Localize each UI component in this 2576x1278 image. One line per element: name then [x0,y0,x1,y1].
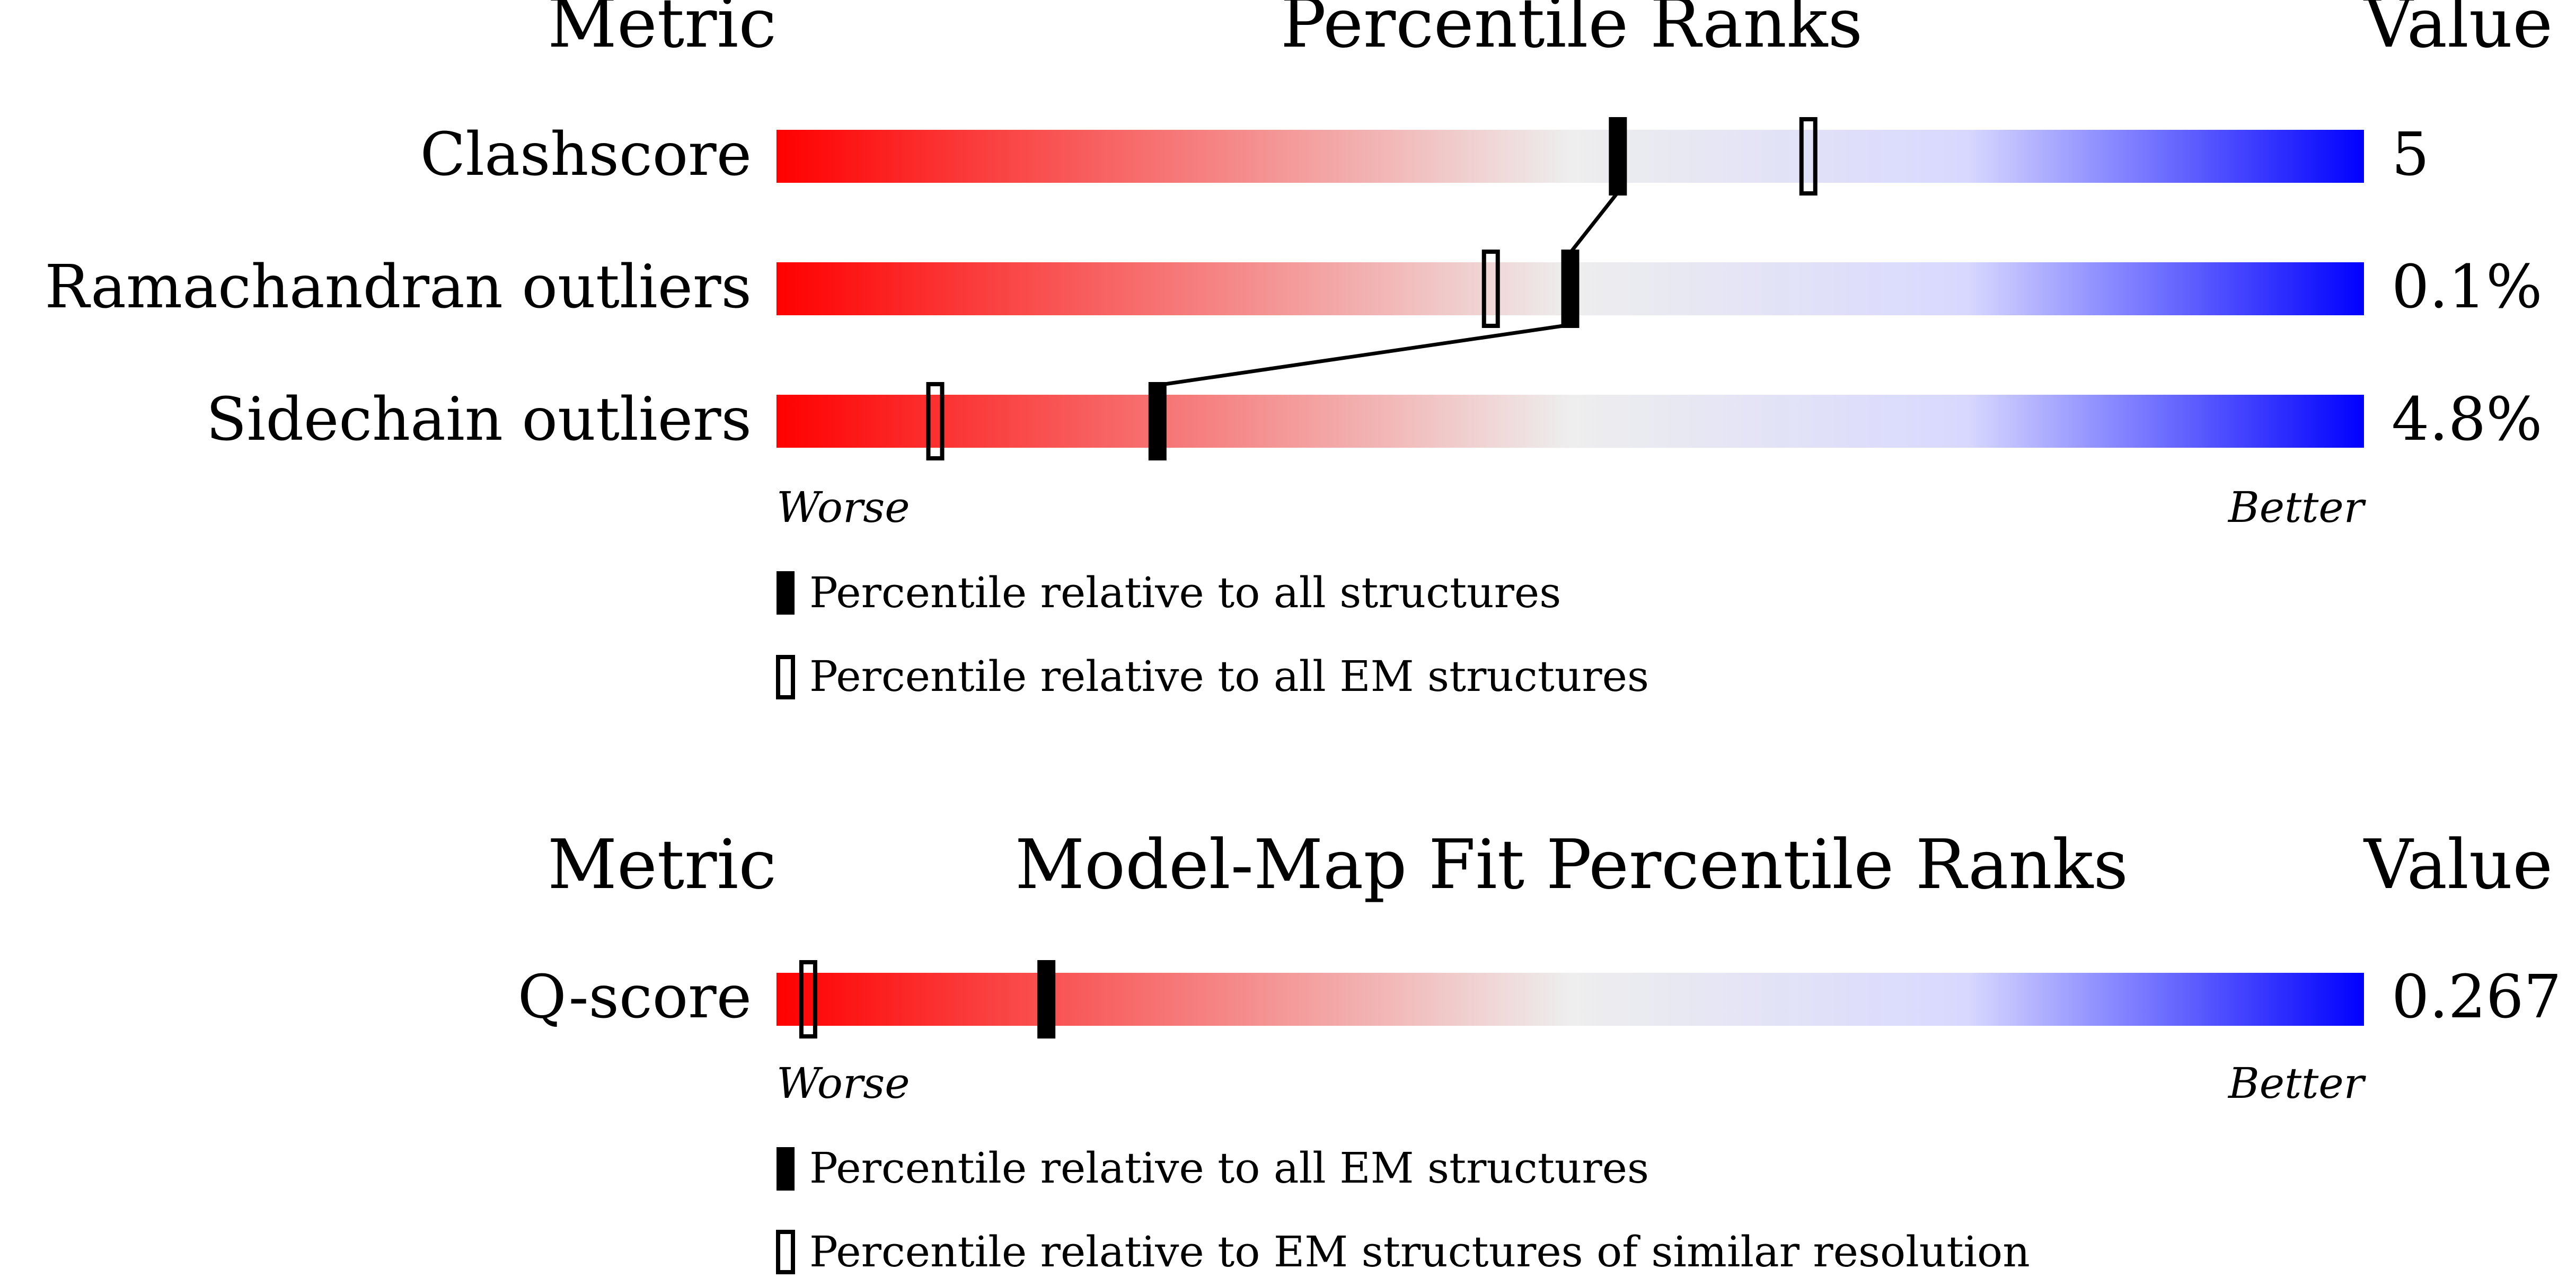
connector-line [1157,323,1571,387]
filled-percentile-marker [1609,117,1627,196]
metric-value: 5 [2392,120,2429,189]
metric-value: 0.267 [2392,963,2562,1032]
open-marker-icon [776,655,795,699]
open-percentile-marker [799,960,817,1039]
legend: Percentile relative to all EM structures… [776,1143,2030,1276]
connector-line [1568,191,1620,254]
open-percentile-marker [1799,117,1818,196]
chart-title: Percentile Ranks [1281,0,1863,63]
metric-row-ramachandran: Ramachandran outliers 0.1% [45,253,2542,322]
worse-label: Worse [777,483,910,532]
legend-label: Percentile relative to all EM structures [809,1143,1649,1193]
worse-label: Worse [777,1059,910,1108]
percentile-bar [777,395,2364,448]
percentile-markers [799,960,1056,1039]
metric-label: Clashscore [420,120,752,189]
open-percentile-marker [926,382,945,460]
model-map-fit-panel: Metric Model-Map Fit Percentile Ranks Va… [518,826,2562,1276]
legend-label: Percentile relative to all EM structures [809,652,1649,701]
percentile-bar [777,130,2364,183]
better-label: Better [2227,1059,2367,1108]
filled-marker-icon [777,1147,795,1191]
metric-label: Sidechain outliers [206,385,752,454]
value-header: Value [2363,826,2553,904]
legend-label: Percentile relative to all structures [809,568,1561,617]
legend-label: Percentile relative to EM structures of … [809,1227,2030,1276]
geometry-panel: Metric Percentile Ranks Value Clashscore… [45,0,2553,701]
metric-row-sidechain: Sidechain outliers 4.8% [206,385,2543,454]
filled-percentile-marker [1561,250,1580,328]
metric-row-clashscore: Clashscore 5 [420,120,2430,189]
metric-label: Ramachandran outliers [45,253,752,322]
open-marker-icon [776,1230,795,1274]
metric-header: Metric [548,826,777,904]
metric-header: Metric [548,0,777,63]
better-label: Better [2227,483,2367,532]
metric-value: 0.1% [2392,253,2543,322]
value-header: Value [2363,0,2553,63]
metric-row-q-score: Q-score 0.267 [518,963,2562,1032]
metric-value: 4.8% [2392,385,2543,454]
metric-label: Q-score [518,963,752,1032]
chart-title: Model-Map Fit Percentile Ranks [1015,826,2128,904]
filled-percentile-marker [1148,382,1167,460]
percentile-markers [926,117,1818,460]
open-percentile-marker [1481,250,1500,328]
filled-marker-icon [777,571,795,615]
legend: Percentile relative to all structures Pe… [776,568,1649,701]
percentile-bar [777,973,2364,1026]
filled-percentile-marker [1037,960,1056,1039]
